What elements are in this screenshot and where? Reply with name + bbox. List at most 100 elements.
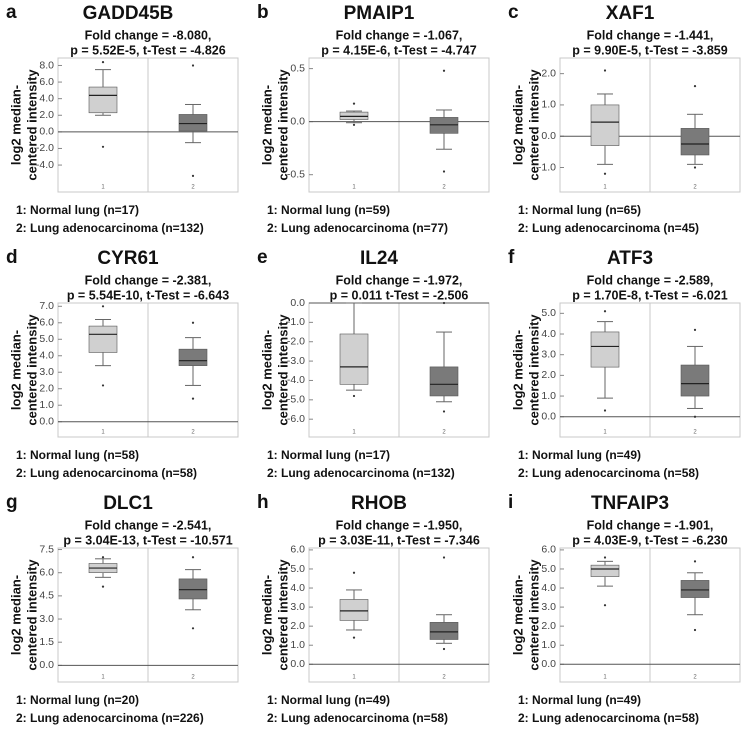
panel: f ATF3 Fold change = -2.589,p = 1.70E-8, t… (508, 247, 741, 480)
box (590, 104, 620, 146)
legend-entry: 1: Normal lung (n=49) (518, 448, 641, 462)
panel-title: GADD45B (83, 3, 174, 24)
y-tick-label: 4.0 (290, 582, 305, 594)
y-tick-label: 0.5 (290, 62, 305, 74)
legend-entry: 2: Lung adenocarcinoma (n=45) (518, 221, 699, 235)
stats-line: p = 3.04E-13, t-Test = -10.571 (63, 533, 232, 547)
y-axis-label: centered intensity (526, 69, 541, 181)
y-axis-label: centered intensity (24, 69, 39, 181)
legend-entry: 2: Lung adenocarcinoma (n=58) (267, 711, 448, 725)
stats-line: p = 9.90E-5, t-Test = -3.859 (572, 43, 727, 57)
y-tick-label: 0.0 (290, 658, 305, 670)
box (680, 128, 710, 156)
outlier (191, 64, 195, 67)
y-tick-label: -1.0 (538, 161, 556, 173)
panel: b PMAIP1 Fold change = -1.067,p = 4.15E-6,… (257, 2, 490, 235)
outlier (191, 174, 195, 177)
box (590, 564, 620, 577)
legend-entry: 2: Lung adenocarcinoma (n=58) (518, 466, 699, 480)
x-tick-label: 1 (603, 675, 607, 681)
outlier (191, 627, 195, 630)
x-tick-label: 2 (442, 675, 446, 681)
outlier (603, 172, 607, 175)
y-tick-label: -2.0 (287, 336, 305, 348)
y-tick-label: 5.0 (290, 563, 305, 575)
stats-line: Fold change = -1.972, (336, 273, 463, 287)
x-tick-label: 2 (693, 185, 697, 191)
legend-entry: 2: Lung adenocarcinoma (n=132) (16, 221, 204, 235)
x-tick-label: 2 (693, 430, 697, 436)
y-tick-label: -4.0 (36, 159, 54, 171)
panel-title: PMAIP1 (344, 3, 415, 24)
outlier (352, 571, 356, 574)
outlier (693, 328, 697, 331)
y-tick-label: 7.0 (39, 300, 54, 312)
y-axis-label: log2 median- (259, 575, 274, 655)
panel-letter: g (6, 492, 18, 513)
y-axis-label: centered intensity (526, 559, 541, 671)
legend-entry: 1: Normal lung (n=59) (267, 203, 390, 217)
y-tick-label: 2.0 (541, 67, 556, 79)
y-tick-label: 4.0 (541, 328, 556, 340)
legend-entry: 1: Normal lung (n=49) (267, 693, 390, 707)
panel-letter: b (257, 2, 269, 23)
x-tick-label: 1 (352, 675, 356, 681)
panel-letter: f (508, 247, 515, 268)
outlier (191, 397, 195, 400)
y-tick-label: 4.0 (541, 582, 556, 594)
x-tick-label: 1 (603, 430, 607, 436)
box (339, 599, 369, 621)
legend-entry: 2: Lung adenocarcinoma (n=58) (16, 466, 197, 480)
outlier (352, 102, 356, 105)
outlier (442, 170, 446, 173)
panel-title: RHOB (351, 493, 407, 514)
stats-line: p = 4.15E-6, t-Test = -4.747 (321, 43, 476, 57)
x-tick-label: 2 (442, 185, 446, 191)
outlier (693, 628, 697, 632)
legend-entry: 1: Normal lung (n=58) (16, 448, 139, 462)
panel: i TNFAIP3 Fold change = -1.901,p = 4.03E-9… (508, 492, 741, 725)
stats-line: p = 0.011 t-Test = -2.506 (330, 288, 469, 302)
panel: e IL24 Fold change = -1.972,p = 0.011 t-Te… (257, 247, 490, 480)
box (429, 366, 459, 397)
y-tick-label: 0.0 (39, 126, 54, 138)
stats-line: p = 1.70E-8, t-Test = -6.021 (572, 288, 727, 302)
y-tick-label: -5.0 (287, 394, 305, 406)
box (88, 86, 118, 114)
y-axis-label: centered intensity (275, 69, 290, 181)
y-tick-label: 5.0 (541, 563, 556, 575)
stats-line: Fold change = -1.901, (587, 518, 714, 532)
y-axis-label: log2 median- (510, 575, 525, 655)
stats-line: p = 5.52E-5, t-Test = -4.826 (70, 43, 225, 57)
y-tick-label: 2.0 (39, 109, 54, 121)
outlier (442, 69, 446, 72)
outlier (101, 305, 105, 308)
panel: c XAF1 Fold change = -1.441,p = 9.90E-5, t… (508, 2, 741, 235)
box (88, 325, 118, 353)
y-tick-label: 2.0 (541, 369, 556, 381)
y-tick-label: 3.0 (39, 366, 54, 378)
panel-title: CYR61 (97, 248, 159, 269)
y-tick-label: 3.0 (541, 601, 556, 613)
outlier (352, 123, 356, 126)
y-tick-label: 3.0 (290, 601, 305, 613)
x-tick-label: 1 (352, 430, 356, 436)
stats-line: Fold change = -1.067, (336, 28, 463, 42)
box (178, 348, 208, 366)
box (590, 331, 620, 368)
y-tick-label: 5.0 (541, 307, 556, 319)
outlier (101, 384, 105, 387)
outlier (191, 321, 195, 324)
stats-line: Fold change = -1.950, (336, 518, 463, 532)
box (178, 114, 208, 132)
y-tick-label: -3.0 (287, 355, 305, 367)
panel-letter: a (6, 2, 17, 23)
legend-entry: 1: Normal lung (n=17) (267, 448, 390, 462)
x-tick-label: 1 (352, 185, 356, 191)
legend-entry: 2: Lung adenocarcinoma (n=226) (16, 711, 204, 725)
outlier (101, 585, 105, 588)
legend-entry: 1: Normal lung (n=20) (16, 693, 139, 707)
y-tick-label: 4.5 (39, 590, 54, 602)
outlier (693, 85, 697, 88)
stats-line: p = 3.03E-11, t-Test = -7.346 (318, 533, 480, 547)
